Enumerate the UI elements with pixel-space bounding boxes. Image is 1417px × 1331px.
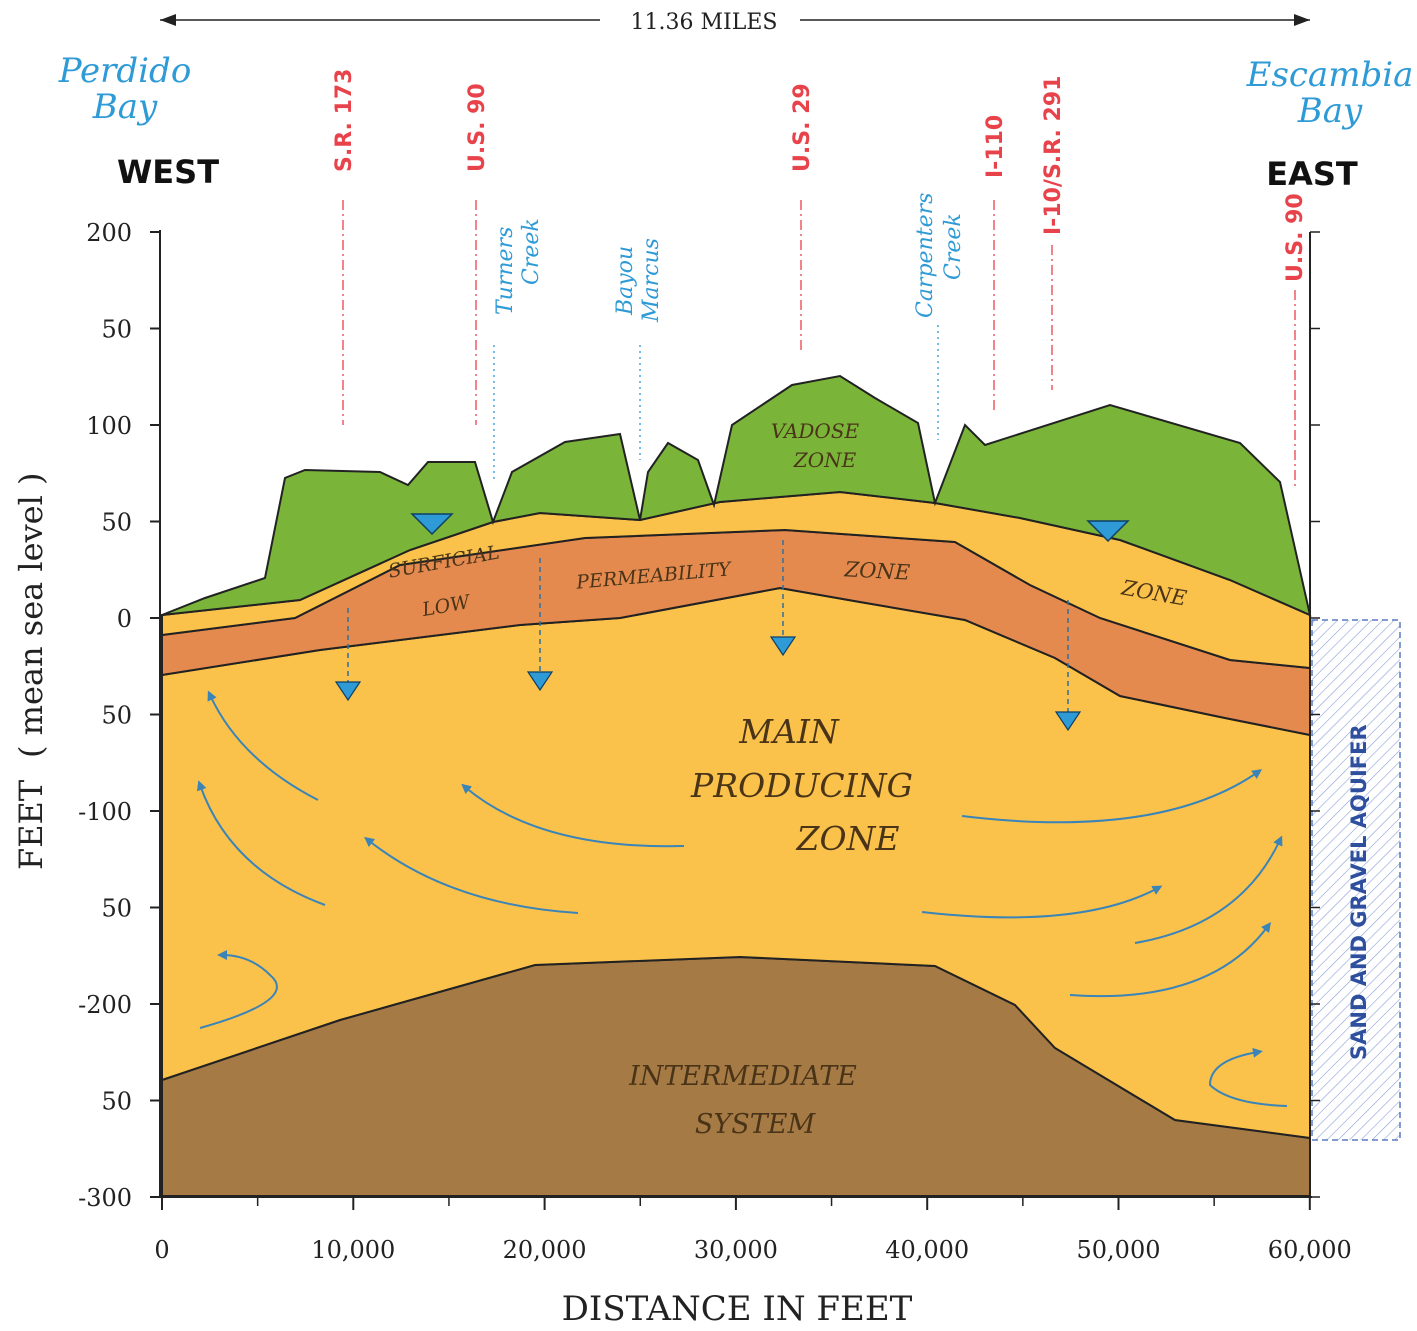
aquifer-hatch-box (1311, 619, 1401, 1141)
water-table-marker (410, 513, 454, 536)
road-label: I-110 (983, 115, 1008, 178)
x-ticks: 0 10,000 20,000 30,000 40,000 50,000 60,000 (154, 1197, 1352, 1264)
x-tick-label: 60,000 (1268, 1236, 1352, 1264)
intermediate-label: INTERMEDIATE (628, 1061, 857, 1092)
main-producing-label: ZONE (796, 819, 900, 858)
main-producing-label: PRODUCING (690, 766, 913, 805)
west-bay-label: Bay (92, 87, 158, 127)
x-tick-label: 0 (154, 1236, 169, 1264)
west-bay-label: Perdido (58, 51, 192, 91)
y-tick-label: 200 (86, 219, 132, 247)
y-tick-label: 0 (117, 605, 132, 633)
creek-label: Carpenters (913, 193, 938, 318)
y-tick-label: 100 (86, 412, 132, 440)
creek-label: Marcus (639, 238, 664, 323)
y-tick-label: -200 (78, 991, 132, 1019)
y-axis-label: FEET (12, 779, 50, 870)
distance-banner: 11.36 MILES (160, 10, 1310, 35)
y-tick-label: 50 (101, 1088, 132, 1116)
creek-label: Turners (493, 227, 518, 315)
vadose-zone-label: ZONE (793, 448, 857, 472)
road-label: U.S. 29 (790, 83, 815, 172)
vadose-zone-layer (161, 374, 1312, 617)
east-bay-label: Bay (1297, 91, 1363, 131)
y-tick-label: -300 (78, 1184, 132, 1212)
road-label: S.R. 173 (332, 69, 357, 173)
y-tick-label: 50 (101, 702, 132, 730)
x-axis-label: DISTANCE IN FEET (562, 1289, 913, 1329)
zone-mid-label: ZONE (843, 557, 911, 584)
main-producing-label: MAIN (738, 712, 840, 751)
road-label: U.S. 90 (465, 83, 490, 172)
creek-lines (493, 325, 939, 480)
distance-banner-label: 11.36 MILES (631, 10, 778, 35)
road-label: I-10/S.R. 291 (1041, 76, 1066, 235)
y-axis-label: ( mean sea level ) (12, 473, 50, 758)
east-bay-label: Escambia (1246, 55, 1414, 95)
y-tick-label: 50 (101, 895, 132, 923)
x-tick-label: 20,000 (503, 1236, 587, 1264)
creek-label: Creek (941, 213, 966, 280)
leakage-arrows (347, 540, 1069, 712)
y-tick-label: 50 (101, 316, 132, 344)
road-label: U.S. 90 (1283, 193, 1308, 282)
east-label: EAST (1266, 155, 1358, 193)
y-tick-label: 50 (101, 509, 132, 537)
water-table-marker (1086, 520, 1130, 543)
x-tick-label: 50,000 (1077, 1236, 1161, 1264)
intermediate-label: SYSTEM (695, 1109, 817, 1140)
y-ticks: 200 50 100 50 0 50 -100 50 -200 50 -300 (78, 219, 1320, 1212)
x-tick-label: 40,000 (885, 1236, 969, 1264)
west-label: WEST (117, 153, 219, 191)
creek-label: Creek (519, 218, 544, 285)
leakage-arrowheads (334, 636, 1082, 732)
road-lines (342, 200, 1296, 490)
creek-label: Bayou (613, 246, 638, 316)
y-tick-label: -100 (78, 798, 132, 826)
vadose-zone-label: VADOSE (771, 419, 860, 443)
x-tick-label: 30,000 (694, 1236, 778, 1264)
flow-arrows (196, 690, 1288, 1107)
x-tick-label: 10,000 (311, 1236, 395, 1264)
aquifer-label: SAND AND GRAVEL AQUIFER (1347, 724, 1371, 1060)
